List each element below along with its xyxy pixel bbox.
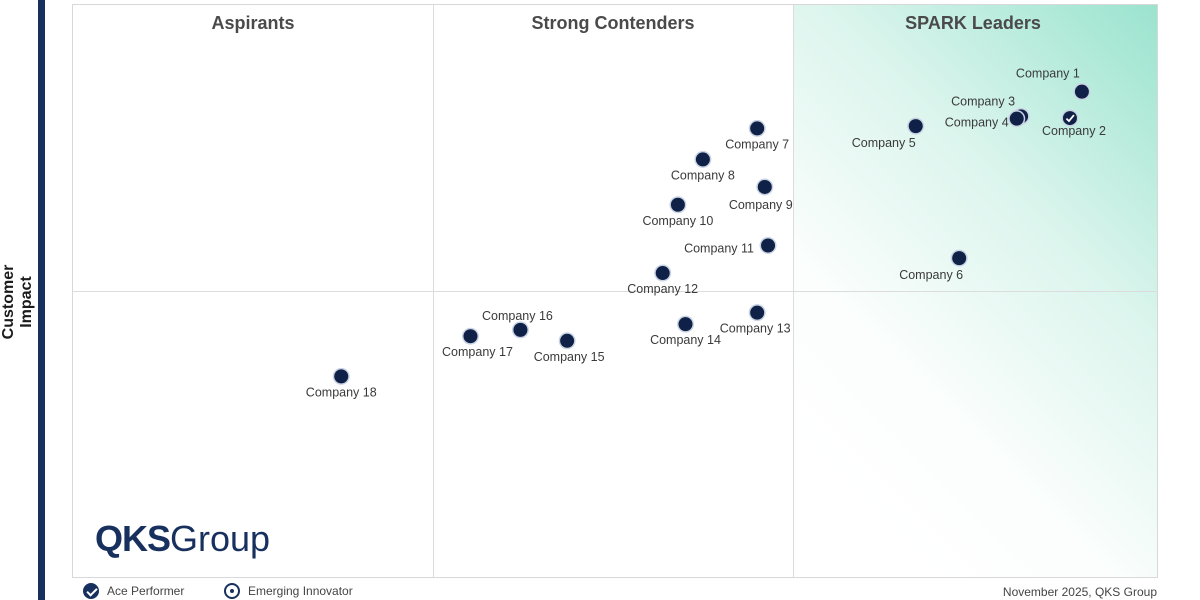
legend-label-ace-performer: Ace Performer	[107, 584, 185, 598]
data-point	[670, 197, 685, 212]
point-label: Company 12	[627, 282, 698, 296]
legend-item-ace-performer: Ace Performer	[83, 583, 184, 599]
ace-performer-marker	[1062, 111, 1077, 126]
point-label: Company 13	[720, 322, 791, 336]
footer-date-source: November 2025, QKS Group	[1002, 585, 1157, 599]
data-point	[513, 322, 528, 337]
plot-area: Aspirants Strong Contenders SPARK Leader…	[72, 4, 1158, 578]
point-company-10: Company 10	[642, 196, 713, 228]
data-point	[750, 121, 765, 136]
point-company-12: Company 12	[627, 264, 698, 296]
point-company-13: Company 13	[720, 304, 791, 336]
point-label: Company 6	[899, 268, 963, 282]
ace-check-icon	[1065, 114, 1075, 123]
data-point	[560, 333, 575, 348]
data-point	[1074, 84, 1089, 99]
left-accent-bar	[38, 0, 45, 600]
point-label: Company 17	[442, 345, 513, 359]
quadrant-title-aspirants: Aspirants	[211, 13, 295, 33]
point-company-17: Company 17	[442, 327, 513, 359]
point-label: Company 4	[945, 116, 1009, 130]
quadrant-title-spark-leaders: SPARK Leaders	[905, 13, 1041, 33]
point-label: Company 2	[1042, 124, 1106, 138]
data-point	[1009, 111, 1024, 126]
point-company-6: Company 6	[899, 249, 968, 282]
data-point	[695, 152, 710, 167]
quadrant-divider-horizontal	[73, 291, 1157, 292]
point-company-1: Company 1	[1016, 67, 1091, 101]
point-company-4: Company 4	[945, 110, 1026, 130]
logo-text-bold: QKS	[95, 518, 171, 559]
legend-label-emerging-innovator: Emerging Innovator	[248, 584, 353, 598]
data-point	[750, 305, 765, 320]
point-company-18: Company 18	[306, 367, 377, 399]
legend-item-emerging-innovator: Emerging Innovator	[224, 583, 353, 599]
point-company-14: Company 14	[650, 315, 721, 347]
y-axis-label: Customer Impact	[0, 264, 35, 340]
point-label: Company 1	[1016, 67, 1080, 81]
data-point	[761, 238, 776, 253]
point-label: Company 15	[534, 350, 605, 364]
data-point	[757, 179, 772, 194]
point-label: Company 9	[729, 198, 793, 212]
qks-group-logo: QKSGroup	[95, 521, 270, 557]
data-point	[952, 251, 967, 266]
point-label: Company 10	[642, 214, 713, 228]
point-label: Company 8	[671, 168, 735, 182]
data-point	[655, 266, 670, 281]
point-label: Company 14	[650, 333, 721, 347]
point-label: Company 7	[725, 137, 789, 151]
data-point	[463, 329, 478, 344]
point-label: Company 11	[684, 242, 754, 256]
data-point	[678, 317, 693, 332]
scatter-marks: Company 1 Company 2 Company 3 Company 4 Comp…	[306, 67, 1106, 400]
point-label: Company 3	[951, 94, 1015, 108]
point-company-2: Company 2	[1042, 109, 1106, 138]
point-company-11: Company 11	[684, 237, 777, 256]
emerging-innovator-icon	[224, 583, 240, 599]
logo-text-light: Group	[170, 518, 271, 559]
quadrant-title-strong-contenders: Strong Contenders	[531, 13, 695, 33]
point-company-9: Company 9	[729, 178, 793, 212]
ace-performer-icon	[83, 583, 99, 599]
point-label: Company 16	[482, 309, 553, 323]
point-label: Company 5	[852, 136, 916, 150]
point-company-15: Company 15	[534, 332, 605, 364]
point-label: Company 18	[306, 385, 377, 399]
point-company-16: Company 16	[482, 309, 553, 339]
data-point	[908, 119, 923, 134]
data-point	[334, 369, 349, 384]
point-company-5: Company 5	[852, 117, 925, 150]
point-company-7: Company 7	[725, 119, 789, 151]
point-company-8: Company 8	[671, 150, 735, 182]
